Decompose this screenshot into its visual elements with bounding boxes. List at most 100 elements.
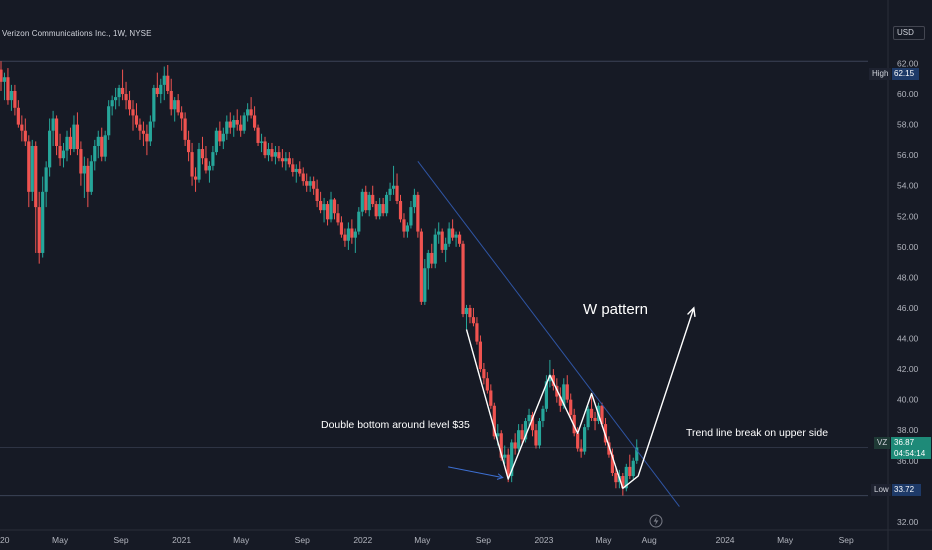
candle-body (603, 424, 608, 443)
w-pattern-arrowhead (687, 306, 696, 317)
candle-body (162, 75, 166, 85)
bar-countdown: 04:54:14 (894, 449, 926, 458)
candle-body (523, 421, 528, 440)
time-tick-label: 2023 (534, 535, 553, 545)
candle-body (350, 228, 354, 238)
candle-body (464, 307, 469, 315)
candle-body (173, 100, 177, 110)
time-tick-label: 2020 (0, 535, 10, 545)
currency-selector[interactable]: USD (893, 26, 925, 40)
double-bottom-label[interactable]: Double bottom around level $35 (321, 419, 470, 431)
candle-body (412, 194, 416, 208)
candle-body (148, 121, 152, 142)
candle-body (506, 454, 510, 477)
candle-body (72, 124, 76, 150)
candle-body (503, 454, 507, 458)
time-tick-label: Sep (839, 535, 854, 545)
candle-body (534, 430, 538, 446)
price-tick-label: 38.00 (897, 425, 919, 435)
price-tick-label: 58.00 (897, 120, 919, 130)
candle-body (447, 228, 451, 244)
candle-body (211, 152, 215, 166)
candle-body (186, 139, 191, 153)
candle-body (103, 135, 107, 157)
candle-body (364, 191, 368, 211)
last-price-value: 36.87 04:54:14 (891, 437, 931, 459)
candle-body (266, 149, 271, 156)
low-price-tag: Low 33.72 (871, 484, 921, 496)
trend-break-label[interactable]: Trend line break on upper side (686, 427, 829, 439)
candle-body (451, 228, 455, 238)
candle-body (565, 384, 569, 400)
candle-body (628, 466, 632, 477)
candle-body (204, 158, 208, 171)
candle-body (41, 191, 45, 253)
candle-body (457, 234, 462, 244)
candle-body (82, 165, 86, 174)
high-price-tag: High 62.15 (869, 68, 919, 80)
candle-body (308, 181, 312, 186)
high-value: 62.15 (892, 68, 919, 80)
lightning-icon[interactable] (649, 514, 663, 528)
candle-body (343, 234, 347, 241)
candle-body (517, 430, 521, 449)
candle-body (117, 87, 121, 98)
candle-body (68, 136, 73, 150)
candle-body (44, 167, 48, 192)
candle-body (558, 396, 562, 406)
candle-body (378, 204, 382, 217)
pointer-arrow-head (496, 473, 504, 480)
candle-body (437, 231, 441, 235)
time-tick-label: May (233, 535, 250, 545)
candle-body (305, 181, 309, 186)
candle-body (27, 141, 31, 192)
candle-body (131, 109, 135, 116)
candle-body (96, 136, 100, 146)
candle-body (589, 408, 594, 418)
time-tick-label: May (595, 535, 612, 545)
candle-body (284, 158, 288, 162)
candle-body (23, 130, 27, 142)
candle-body (166, 75, 170, 91)
candle-body (444, 243, 448, 250)
candle-body (246, 109, 250, 116)
candle-body (183, 118, 187, 140)
candle-body (110, 100, 114, 107)
candle-body (409, 207, 413, 226)
candle-body (214, 130, 218, 153)
time-tick-label: 2024 (716, 535, 735, 545)
candle-body (16, 107, 20, 125)
candle-body (239, 124, 243, 131)
candle-body (607, 442, 611, 455)
time-tick-label: Sep (295, 535, 310, 545)
candle-body (141, 130, 146, 134)
last-price-tag: VZ 36.87 04:54:14 (874, 437, 932, 459)
candle-body (579, 448, 583, 452)
candle-body (475, 323, 479, 342)
high-label: High (869, 68, 891, 80)
candle-body (30, 145, 34, 192)
candle-body (388, 188, 392, 195)
w-pattern-label[interactable]: W pattern (583, 301, 649, 318)
pointer-arrow-line (448, 466, 503, 479)
candle-body (395, 185, 399, 202)
candle-body (287, 158, 291, 165)
candle-body (207, 165, 212, 171)
candle-body (332, 199, 337, 214)
candle-body (482, 369, 486, 379)
candle-body (513, 442, 517, 449)
candle-body (329, 199, 333, 220)
price-tick-label: 50.00 (897, 242, 919, 252)
candle-body (100, 136, 104, 157)
w-pattern-path (465, 307, 695, 489)
candle-body (124, 94, 128, 101)
candle-body (93, 145, 97, 162)
candle-body (9, 90, 14, 101)
candle-body (391, 185, 396, 189)
candle-body (360, 191, 364, 212)
candle-body (235, 120, 239, 125)
candle-body (48, 130, 52, 168)
candle-body (527, 414, 531, 422)
candle-body (193, 176, 198, 180)
